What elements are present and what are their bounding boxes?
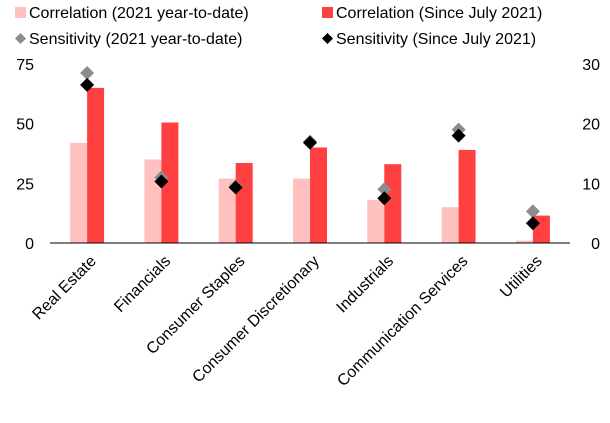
category-label: Financials bbox=[111, 253, 174, 316]
bar-correlation-since-july bbox=[384, 164, 402, 243]
marker-sensitivity-since-july bbox=[377, 191, 392, 206]
left-tick-label: 75 bbox=[16, 57, 34, 74]
category-label: Utilities bbox=[497, 253, 545, 301]
bar-correlation-since-july bbox=[458, 149, 476, 243]
marker-sensitivity-since-july bbox=[451, 128, 466, 143]
marker-sensitivity-since-july bbox=[525, 216, 540, 231]
bar-correlation-since-july bbox=[161, 122, 179, 243]
bar-correlation-since-july bbox=[87, 87, 105, 244]
marker-sensitivity-ytd bbox=[80, 66, 95, 80]
legend-swatch bbox=[15, 7, 26, 18]
legend-label: Correlation (Since July 2021) bbox=[336, 5, 542, 22]
legend-label: Correlation (2021 year-to-date) bbox=[29, 5, 249, 22]
legend-swatch bbox=[15, 33, 26, 44]
bar-correlation-ytd bbox=[70, 142, 88, 243]
right-tick-label: 30 bbox=[582, 57, 600, 74]
category-label: Communication Services bbox=[334, 253, 471, 390]
right-axis-ticks: 0 10 20 30 bbox=[582, 57, 600, 253]
marker-sensitivity-ytd bbox=[525, 204, 540, 219]
legend-label: Sensitivity (Since July 2021) bbox=[336, 31, 536, 48]
left-tick-label: 50 bbox=[16, 117, 34, 134]
bar-correlation-ytd bbox=[218, 178, 236, 243]
bar-correlation-ytd bbox=[293, 178, 310, 243]
legend: Correlation (2021 year-to-date) Correlati… bbox=[15, 5, 542, 48]
bar-correlation-ytd bbox=[144, 159, 162, 243]
marker-sensitivity-since-july bbox=[228, 180, 243, 195]
marker-sensitivity-since-july bbox=[303, 135, 317, 150]
bar-correlation-since-july bbox=[310, 147, 327, 243]
plot-area bbox=[70, 66, 550, 244]
right-tick-label: 20 bbox=[582, 117, 600, 134]
bar-correlation-since-july bbox=[235, 163, 253, 243]
marker-sensitivity-since-july bbox=[154, 174, 169, 189]
marker-sensitivity-since-july bbox=[80, 77, 95, 92]
right-tick-label: 10 bbox=[582, 176, 600, 193]
left-axis-ticks: 0 25 50 75 bbox=[16, 57, 34, 253]
bar-correlation-ytd bbox=[515, 240, 533, 243]
category-label: Industrials bbox=[334, 253, 398, 317]
bar-correlation-ytd bbox=[441, 207, 459, 243]
category-label: Consumer Discretionary bbox=[189, 253, 322, 386]
marker-sensitivity-ytd bbox=[377, 182, 392, 197]
category-label: Real Estate bbox=[29, 253, 100, 324]
legend-label: Sensitivity (2021 year-to-date) bbox=[29, 31, 242, 48]
bar-correlation-ytd bbox=[367, 200, 385, 243]
left-tick-label: 0 bbox=[25, 236, 34, 253]
right-tick-label: 0 bbox=[591, 236, 600, 253]
legend-swatch bbox=[322, 7, 333, 18]
left-tick-label: 25 bbox=[16, 176, 34, 193]
legend-swatch bbox=[322, 33, 333, 44]
